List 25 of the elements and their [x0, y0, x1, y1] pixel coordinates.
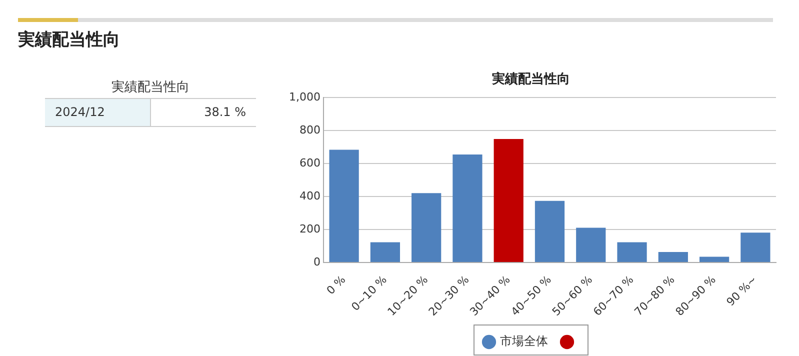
bar: [370, 242, 400, 262]
text: 実績配当性向: [110, 79, 190, 96]
x-tick-label: 90 %~: [724, 273, 760, 309]
bar: [329, 150, 359, 262]
text: 2024/12: [45, 99, 150, 126]
bar: [658, 252, 688, 262]
chart-title: 実績配当性向: [491, 71, 570, 88]
text: 38.1 %: [150, 99, 256, 126]
text: 実績配当性向: [18, 29, 120, 51]
bar: [494, 138, 524, 262]
legend-label: 市場全体: [500, 334, 548, 348]
x-tick-label: 0 %: [324, 273, 348, 298]
y-tick-label: 200: [299, 222, 320, 236]
bar: [617, 242, 647, 262]
y-tick-label: 800: [299, 123, 320, 136]
bar: [576, 228, 606, 262]
y-tick-label: 1,000: [288, 90, 320, 104]
bar: [412, 193, 442, 262]
bar: [452, 154, 482, 262]
bar: [740, 232, 770, 262]
bar: [699, 256, 730, 262]
bar: [534, 200, 565, 262]
y-tick-label: 0: [313, 255, 320, 268]
y-tick-label: 400: [299, 189, 320, 202]
y-tick-label: 600: [299, 156, 320, 170]
